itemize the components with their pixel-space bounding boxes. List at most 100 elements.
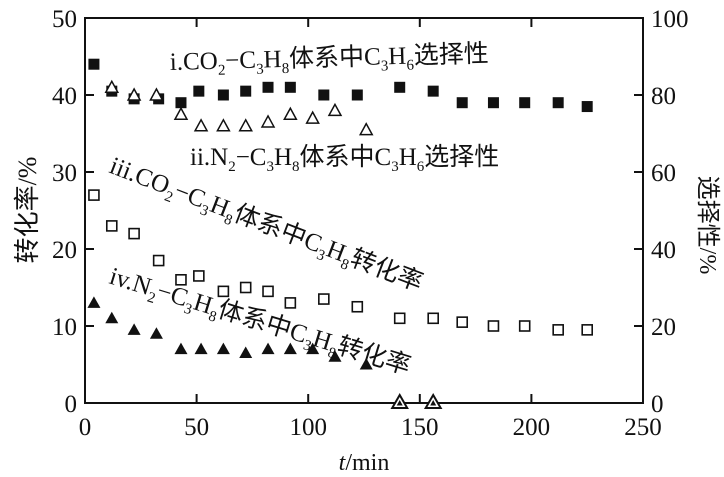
series-1-point bbox=[552, 97, 564, 109]
series-4-point bbox=[359, 358, 373, 370]
series-3-point bbox=[105, 220, 118, 232]
annotation-i-sub1: 2 bbox=[218, 63, 226, 79]
series-1-point bbox=[456, 97, 468, 109]
y-left-tick-label: 40 bbox=[52, 83, 77, 110]
series-2-point bbox=[216, 118, 231, 132]
series-1-point bbox=[487, 97, 499, 109]
x-tick-label: 250 bbox=[624, 414, 662, 441]
series-4-point bbox=[127, 323, 141, 335]
y-right-tick-label: 100 bbox=[651, 6, 689, 33]
y-left-tick-label: 20 bbox=[52, 237, 77, 264]
y-right-tick-label: 80 bbox=[651, 83, 676, 110]
series-1-point bbox=[351, 89, 363, 101]
series-2-point bbox=[238, 118, 253, 132]
y-left-tick-label: 0 bbox=[65, 391, 78, 418]
series-4-point bbox=[87, 296, 101, 308]
series-4-point bbox=[174, 342, 188, 355]
y-right-tick-label: 20 bbox=[651, 314, 676, 341]
series-2-point bbox=[327, 102, 343, 117]
marks-group bbox=[87, 58, 594, 409]
series-4-point bbox=[261, 342, 275, 355]
annotation-iii-prefix: iii.CO bbox=[106, 152, 173, 199]
series-1-point bbox=[262, 81, 274, 93]
annotation-iv-sub2: 3 bbox=[182, 301, 194, 318]
series-4-point bbox=[328, 350, 342, 362]
series-1-point bbox=[88, 58, 100, 70]
series-3-point bbox=[487, 320, 500, 332]
series-3-point bbox=[152, 254, 165, 267]
series-1-point bbox=[284, 81, 296, 93]
y-right-tick-label: 0 bbox=[651, 391, 664, 418]
series-3-point bbox=[262, 285, 274, 298]
annotation-ii-sub1: 2 bbox=[228, 159, 236, 175]
annotation-ii: ii.N2−C3H8体系中C3H6选择性 bbox=[190, 143, 499, 175]
series-4-point bbox=[149, 327, 163, 339]
annotation-i: i.CO2−C3H8体系中C3H6选择性 bbox=[169, 40, 489, 80]
annotation-i-sub4: 3 bbox=[381, 58, 389, 74]
series-3-point bbox=[552, 324, 564, 336]
annotation-ii-mid1: −C bbox=[236, 144, 267, 171]
annotation-i-mid1: −C bbox=[225, 47, 256, 75]
annotation-i-mid3: 体系中C bbox=[289, 42, 381, 72]
annotation-ii-mid2: H bbox=[274, 144, 292, 171]
series-1-point bbox=[240, 85, 252, 97]
x-tick-label: 200 bbox=[513, 414, 551, 441]
series-3-point bbox=[284, 297, 297, 309]
series-1-point bbox=[581, 101, 593, 113]
series-4-point bbox=[105, 311, 119, 324]
y-left-tick-label: 10 bbox=[52, 314, 77, 341]
series-3-point bbox=[128, 227, 140, 240]
x-tick-label: 50 bbox=[184, 414, 209, 441]
series-1-point bbox=[427, 85, 439, 97]
series-3-point bbox=[175, 273, 187, 286]
annotation-iv-sub1: 2 bbox=[145, 290, 157, 307]
annotation-ii-sub4: 3 bbox=[391, 159, 399, 175]
annotation-ii-mid4: H bbox=[399, 144, 417, 171]
series-4-point bbox=[194, 342, 208, 355]
series-3-point bbox=[217, 285, 230, 298]
series-5-point-center bbox=[430, 400, 437, 406]
annotation-iii-mid3: 体系中C bbox=[230, 199, 326, 258]
series-3-point bbox=[239, 281, 252, 294]
annotation-i-sub3: 8 bbox=[282, 61, 290, 77]
annotation-ii-sub3: 8 bbox=[292, 159, 300, 175]
annotation-i-suffix: 选择性 bbox=[413, 40, 489, 70]
series-3-point bbox=[581, 324, 594, 336]
annotation-ii-mid3: 体系中C bbox=[300, 143, 392, 171]
series-4-point bbox=[306, 342, 320, 355]
series-3-point bbox=[193, 270, 205, 282]
y-right-tick-label: 60 bbox=[651, 160, 676, 187]
annotation-i-sub2: 3 bbox=[256, 62, 264, 78]
series-3-point bbox=[351, 300, 364, 313]
annotation-iii-suffix: 转化率 bbox=[347, 244, 427, 297]
series-1-point bbox=[193, 85, 205, 97]
series-5-point-center bbox=[396, 400, 403, 406]
series-3-point bbox=[427, 312, 439, 325]
y-right-tick-label: 40 bbox=[651, 237, 676, 264]
series-2-point bbox=[126, 87, 142, 101]
series-2-point bbox=[358, 122, 374, 136]
series-2-point bbox=[193, 118, 209, 132]
annotation-ii-sub2: 3 bbox=[266, 159, 274, 175]
annotation-i-sub5: 6 bbox=[406, 58, 414, 74]
series-2-point bbox=[173, 106, 189, 120]
series-1-point bbox=[318, 89, 330, 101]
plot-frame bbox=[84, 17, 644, 404]
series-1-point bbox=[519, 97, 531, 109]
annotation-ii-prefix: ii.N bbox=[190, 144, 228, 171]
annotation-ii-suffix: 选择性 bbox=[424, 143, 499, 171]
annotation-i-mid2: H bbox=[263, 46, 282, 73]
annotation-iv-suffix: 转化率 bbox=[334, 332, 414, 381]
y-left-tick-label: 50 bbox=[52, 6, 77, 33]
series-4-point bbox=[239, 346, 253, 358]
x-axis-label-var: t bbox=[339, 450, 347, 476]
annotation-ii-sub5: 6 bbox=[417, 159, 425, 175]
series-2-point bbox=[149, 87, 164, 101]
series-2-point bbox=[305, 110, 320, 124]
series-4-point bbox=[216, 342, 230, 355]
series-2-point bbox=[104, 79, 120, 94]
annotation-iv-sub4: 3 bbox=[301, 337, 313, 354]
annotation-iv: iv.N2−C3H8体系中C3H8转化率 bbox=[105, 262, 414, 384]
series-1-point bbox=[394, 81, 406, 93]
